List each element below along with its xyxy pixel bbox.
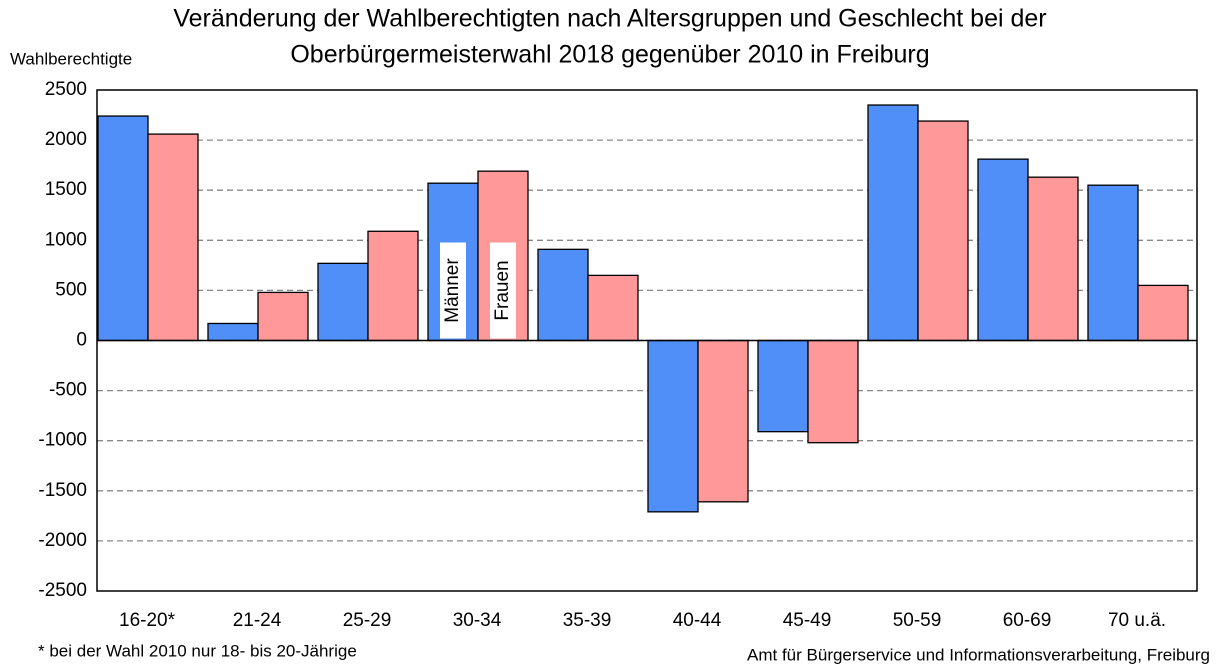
bar — [537, 248, 589, 342]
source: Amt für Bürgerservice und Informationsve… — [747, 645, 1210, 664]
x-tick-label: 35-39 — [563, 610, 612, 631]
y-tick-label: -1500 — [38, 480, 87, 501]
y-tick-label: 500 — [55, 279, 87, 300]
bar — [317, 262, 369, 342]
bar — [647, 339, 699, 513]
bar — [1137, 284, 1189, 342]
x-tick-label: 70 u.ä. — [1108, 610, 1166, 631]
legend-label: Frauen — [492, 260, 513, 320]
chart-title: Veränderung der Wahlberechtigten nach Al… — [173, 5, 1046, 33]
legend-box — [490, 242, 516, 339]
bar — [807, 339, 859, 444]
y-tick-label: 2000 — [45, 129, 87, 150]
y-tick-label: -500 — [49, 380, 87, 401]
bar — [1027, 176, 1079, 342]
y-tick-label: 0 — [76, 330, 87, 351]
bar — [1087, 184, 1139, 342]
bar — [97, 115, 149, 342]
y-tick-label: 2500 — [45, 79, 87, 100]
bar — [207, 322, 259, 342]
y-axis-label: Wahlberechtigte — [10, 49, 132, 68]
x-tick-label: 45-49 — [783, 610, 832, 631]
legend-label: Männer — [442, 258, 463, 323]
y-tick-label: 1000 — [45, 229, 87, 250]
bar — [697, 339, 749, 503]
plot-frame — [96, 89, 1198, 592]
bar — [257, 291, 309, 342]
x-tick-label: 25-29 — [343, 610, 392, 631]
bar — [147, 133, 199, 342]
chart-title: Oberbürgermeisterwahl 2018 gegenüber 201… — [290, 41, 929, 69]
y-tick-label: -2000 — [38, 530, 87, 551]
bar — [977, 158, 1029, 342]
y-tick-label: 1500 — [45, 179, 87, 200]
x-tick-label: 40-44 — [673, 610, 722, 631]
y-tick-label: -2500 — [38, 580, 87, 601]
bar — [367, 230, 419, 342]
x-tick-label: 50-59 — [893, 610, 942, 631]
bar — [587, 274, 639, 342]
x-tick-label: 21-24 — [233, 610, 282, 631]
x-tick-label: 30-34 — [453, 610, 502, 631]
x-tick-label: 16-20* — [119, 610, 176, 631]
legend-box — [440, 242, 466, 339]
y-tick-label: -1000 — [38, 430, 87, 451]
x-tick-label: 60-69 — [1003, 610, 1052, 631]
bar — [917, 120, 969, 342]
footnote: * bei der Wahl 2010 nur 18- bis 20-Jähri… — [38, 641, 357, 660]
bar — [757, 339, 809, 433]
bar — [867, 104, 919, 342]
